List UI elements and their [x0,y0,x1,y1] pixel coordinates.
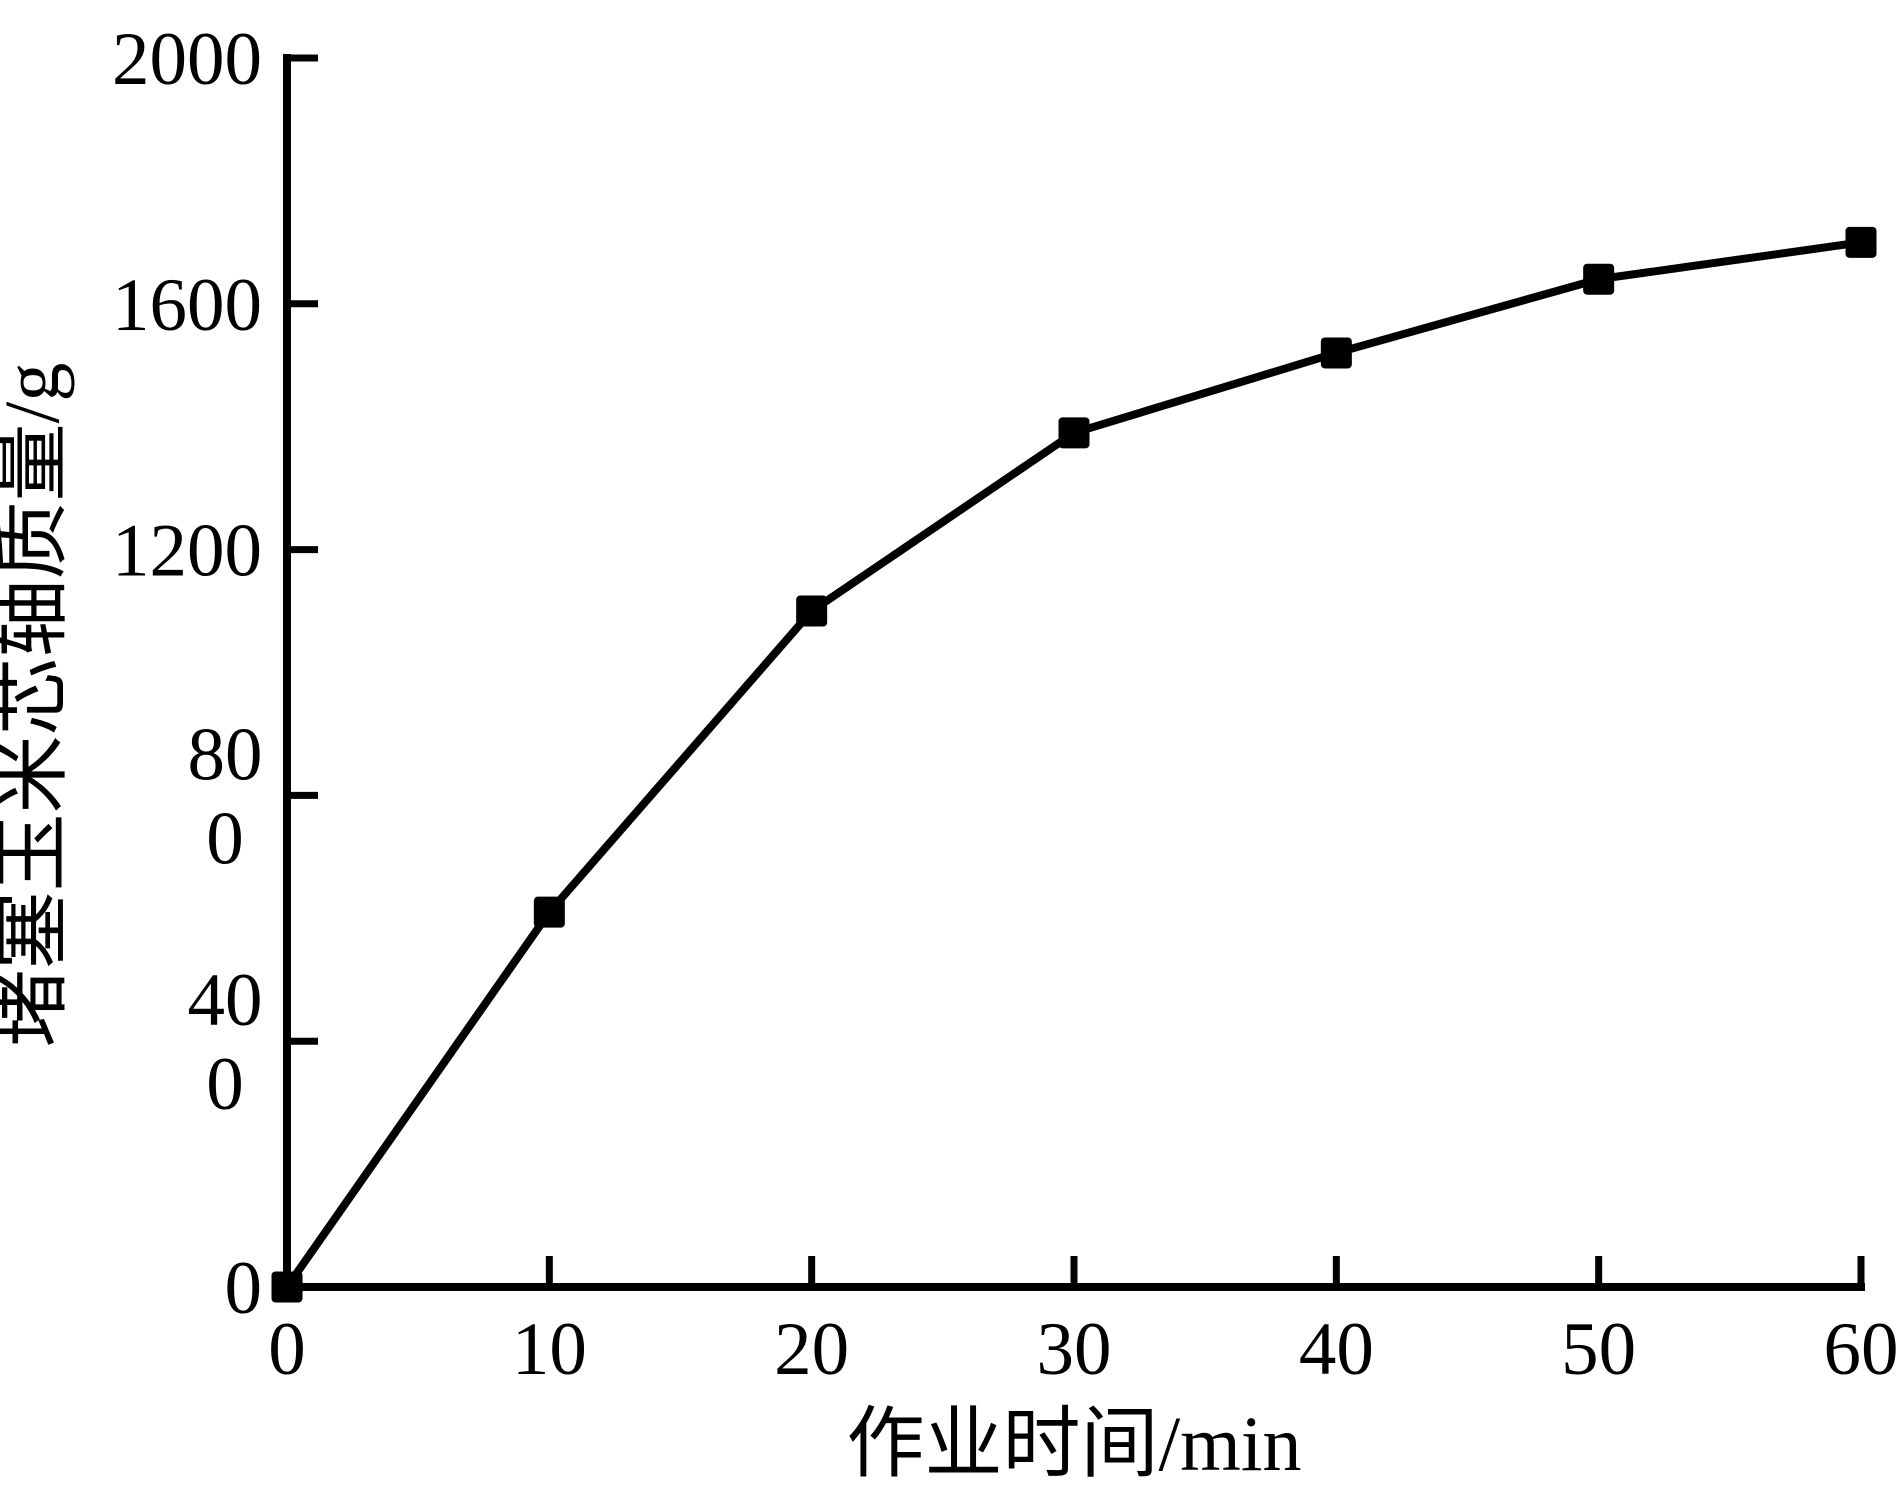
x-tick-label: 40 [1299,1308,1374,1391]
data-point-marker [1320,337,1352,369]
data-point-marker [1845,226,1877,258]
data-series-layer [271,226,1877,1303]
axes-layer: 0 10 20 30 40 50 60 0 40 0 80 0 1200 1600 2000 [112,18,1899,1391]
x-tick-label: 10 [512,1308,587,1391]
y-tick-label: 40 0 [188,959,263,1126]
data-point-marker [1583,263,1615,295]
x-axis-title: 作业时间/min [846,1400,1301,1487]
x-tick-label: 0 [268,1308,306,1391]
y-tick-label: 1200 [112,510,262,593]
data-line [283,238,1865,1291]
y-axis-title: 堵塞玉米芯轴质量/g [0,363,75,1048]
x-tick-label: 30 [1037,1308,1112,1391]
x-tick-label: 20 [774,1308,849,1391]
data-point-marker [796,595,828,627]
data-point-marker [1058,417,1090,449]
y-tick-label: 1600 [112,264,262,347]
x-tick-label: 60 [1824,1308,1899,1391]
y-tick-label: 0 [225,1247,263,1330]
y-tick-label: 2000 [112,18,262,101]
data-point-marker [533,896,565,928]
data-point-marker [271,1271,303,1303]
x-tick-label: 50 [1561,1308,1636,1391]
y-tick-label: 80 0 [188,713,263,880]
